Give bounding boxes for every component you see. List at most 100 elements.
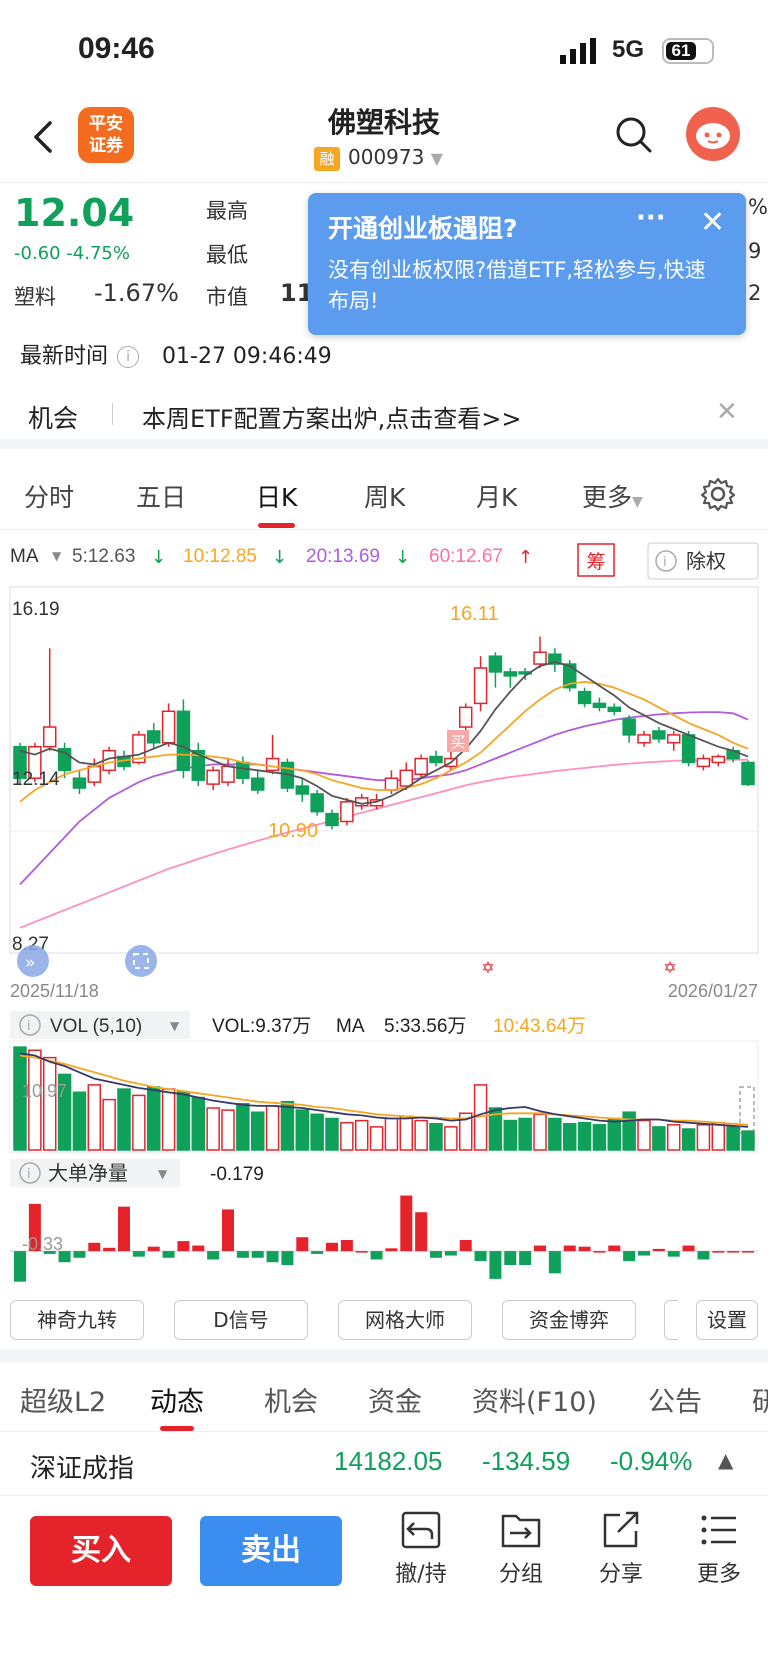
high-annotation: 16.11 [450, 603, 499, 625]
tab-weekly-k[interactable]: 周K [364, 483, 406, 512]
double-chevron-icon: » [25, 953, 35, 973]
candle-body [503, 671, 518, 677]
grid-master-button[interactable]: 网格大师 [338, 1300, 472, 1340]
tab-opportunity[interactable]: 机会 [264, 1387, 318, 1418]
ex-rights-button[interactable] [647, 542, 759, 580]
down-arrow-icon: ↓ [272, 547, 287, 568]
volume-bar [414, 1119, 428, 1151]
volume-bar [265, 1105, 280, 1151]
broker-logo[interactable]: 平安 证券 [78, 107, 134, 163]
banner-close-icon[interactable]: ✕ [716, 397, 738, 427]
opportunity-banner[interactable]: 机会 本周ETF配置方案出炉,点击查看>> ✕ [0, 385, 768, 449]
candle-body [592, 702, 607, 709]
share-label: 分享 [598, 1562, 643, 1587]
candle-body [622, 718, 636, 736]
tab-announcements[interactable]: 公告 [648, 1387, 702, 1418]
chat-bot-icon [696, 123, 730, 149]
net-volume-bar [326, 1242, 338, 1252]
net-volume-bars-group [10, 1195, 758, 1282]
banner-text[interactable]: 本周ETF配置方案出炉,点击查看>> [142, 405, 522, 433]
tab-daily-k[interactable]: 日K [256, 478, 297, 528]
magic-nine-button[interactable]: 神奇九转 [10, 1300, 144, 1340]
tab-monthly-k[interactable]: 月K [476, 483, 518, 512]
buy-button[interactable]: 买入 [30, 1516, 172, 1586]
tab-intraday[interactable]: 分时 [24, 483, 75, 512]
assistant-avatar[interactable] [686, 107, 740, 161]
info-icon[interactable] [19, 1014, 41, 1036]
net-volume-bar [340, 1240, 353, 1252]
search-icon[interactable] [614, 115, 654, 155]
tab-news-feed[interactable]: 动态 [150, 1380, 204, 1431]
info-icon [655, 550, 677, 572]
sector-label[interactable]: 塑料 [14, 285, 56, 309]
more-dots-icon[interactable]: ··· [636, 203, 666, 233]
volume-bar [310, 1113, 324, 1151]
bottom-action-bar: 买入 卖出 撤/持 分组 分享 更多 [0, 1500, 768, 1620]
net-value: -0.179 [210, 1164, 264, 1185]
volume-bar [87, 1084, 102, 1151]
volume-bar [503, 1119, 518, 1151]
index-name: 深证成指 [30, 1454, 135, 1484]
fund-game-button[interactable]: 资金博弈 [502, 1300, 636, 1340]
banner-tag: 机会 [28, 404, 79, 433]
volume-bar [132, 1094, 146, 1151]
fullscreen-icon[interactable] [125, 945, 157, 977]
volume-bar [533, 1113, 547, 1151]
candle-body [146, 730, 161, 744]
buy-signal-marker[interactable] [447, 730, 469, 752]
tab-more[interactable]: 更多▼ [582, 478, 643, 514]
kline-chart-area[interactable]: MA ▼ 5:12.63 ↓ 10:12.85 ↓ 20:13.69 ↓ 60:… [0, 535, 768, 1295]
status-bar: 09:46 5G 61 [0, 0, 768, 95]
promo-popup[interactable]: 开通创业板遇阻? 没有创业板权限?借道ETF,轻松参与,快速布局! ··· ✕ [308, 193, 746, 335]
cancel-hold-label: 撤/持 [395, 1562, 447, 1587]
volume-bar [117, 1088, 131, 1151]
net-volume-bar [207, 1251, 220, 1260]
candle-body [399, 769, 414, 787]
volume-bar [57, 1073, 72, 1151]
ma10-value: 10:12.85 [183, 546, 257, 567]
cancel-hold-button[interactable]: 撤/持 [386, 1510, 456, 1588]
index-ticker[interactable]: 深证成指 14182.05 -134.59 -0.94% ▲ [0, 1432, 768, 1496]
net-volume-bar [192, 1245, 205, 1252]
net-volume-bar [355, 1251, 368, 1253]
candle-body [741, 761, 755, 786]
d-signal-button[interactable]: D信号 [174, 1300, 308, 1340]
expand-up-icon[interactable]: ▲ [718, 1448, 734, 1472]
net-volume-bar [415, 1212, 428, 1252]
share-button[interactable]: 分享 [586, 1510, 656, 1588]
expand-left-icon[interactable] [17, 945, 49, 977]
toolbar-settings-button[interactable]: 设置 [696, 1300, 758, 1340]
net-volume-bar [489, 1251, 502, 1279]
back-icon[interactable] [28, 117, 58, 157]
net-title: 大单净量 [48, 1161, 128, 1185]
price-change: -0.60 -4.75% [14, 243, 130, 264]
info-icon[interactable] [19, 1162, 41, 1184]
tab-f10[interactable]: 资料(F10) [472, 1387, 597, 1418]
chips-button[interactable] [577, 543, 615, 577]
right-value-3: 2 [748, 281, 762, 305]
net-volume-bar [132, 1251, 145, 1257]
settings-gear-icon[interactable] [700, 476, 736, 512]
info-icon[interactable]: i [117, 346, 140, 368]
net-selector[interactable] [10, 1159, 180, 1187]
candle-body [577, 690, 592, 705]
group-button[interactable]: 分组 [486, 1510, 556, 1588]
tab-funds[interactable]: 资金 [368, 1387, 422, 1418]
event-star-icon[interactable]: ✡ [481, 958, 494, 977]
stock-code-selector[interactable]: 融 000973 ▼ [314, 145, 443, 171]
tab-super-l2[interactable]: 超级L2 [20, 1387, 107, 1418]
close-icon[interactable]: ✕ [700, 205, 726, 240]
right-value-2: 9 [748, 239, 762, 263]
tab-five-day[interactable]: 五日 [136, 483, 187, 512]
tab-research[interactable]: 研 [752, 1380, 768, 1419]
event-star-icon[interactable]: ✡ [663, 958, 676, 977]
volume-bar [562, 1123, 577, 1151]
candle-body [72, 777, 87, 789]
ma-legend-label[interactable]: MA [10, 546, 39, 567]
overflow-button[interactable] [664, 1300, 678, 1340]
stock-header: 平安 证券 佛塑科技 融 000973 ▼ [0, 95, 768, 183]
sell-button[interactable]: 卖出 [200, 1516, 342, 1586]
right-value-1: % [748, 195, 768, 219]
more-button[interactable]: 更多 [684, 1510, 754, 1588]
volume-bars-group [13, 1046, 755, 1151]
